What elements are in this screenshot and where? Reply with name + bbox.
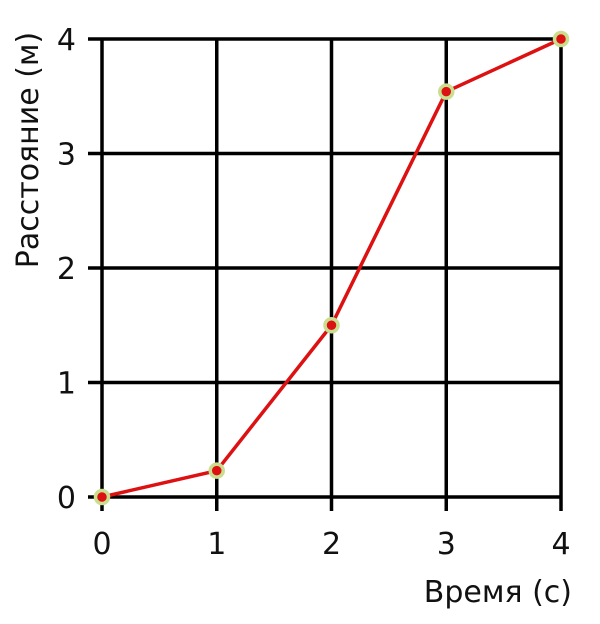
y-axis-label: Расстояние (м) (11, 32, 46, 268)
x-tick-label: 1 (207, 527, 226, 562)
data-point (208, 462, 225, 479)
data-point (323, 317, 340, 334)
x-tick-label: 3 (437, 527, 456, 562)
data-point (552, 30, 570, 48)
data-point (93, 488, 111, 506)
y-tick-label: 0 (57, 481, 76, 516)
y-tick-label: 4 (57, 23, 76, 58)
x-tick-label: 4 (551, 527, 570, 562)
x-tick-label: 0 (92, 527, 111, 562)
x-axis-label: Время (с) (424, 575, 572, 610)
y-tick-label: 2 (57, 252, 76, 287)
y-tick-label: 1 (57, 367, 76, 402)
data-point (438, 83, 455, 100)
y-tick-label: 3 (57, 138, 76, 173)
x-tick-label: 2 (322, 527, 341, 562)
